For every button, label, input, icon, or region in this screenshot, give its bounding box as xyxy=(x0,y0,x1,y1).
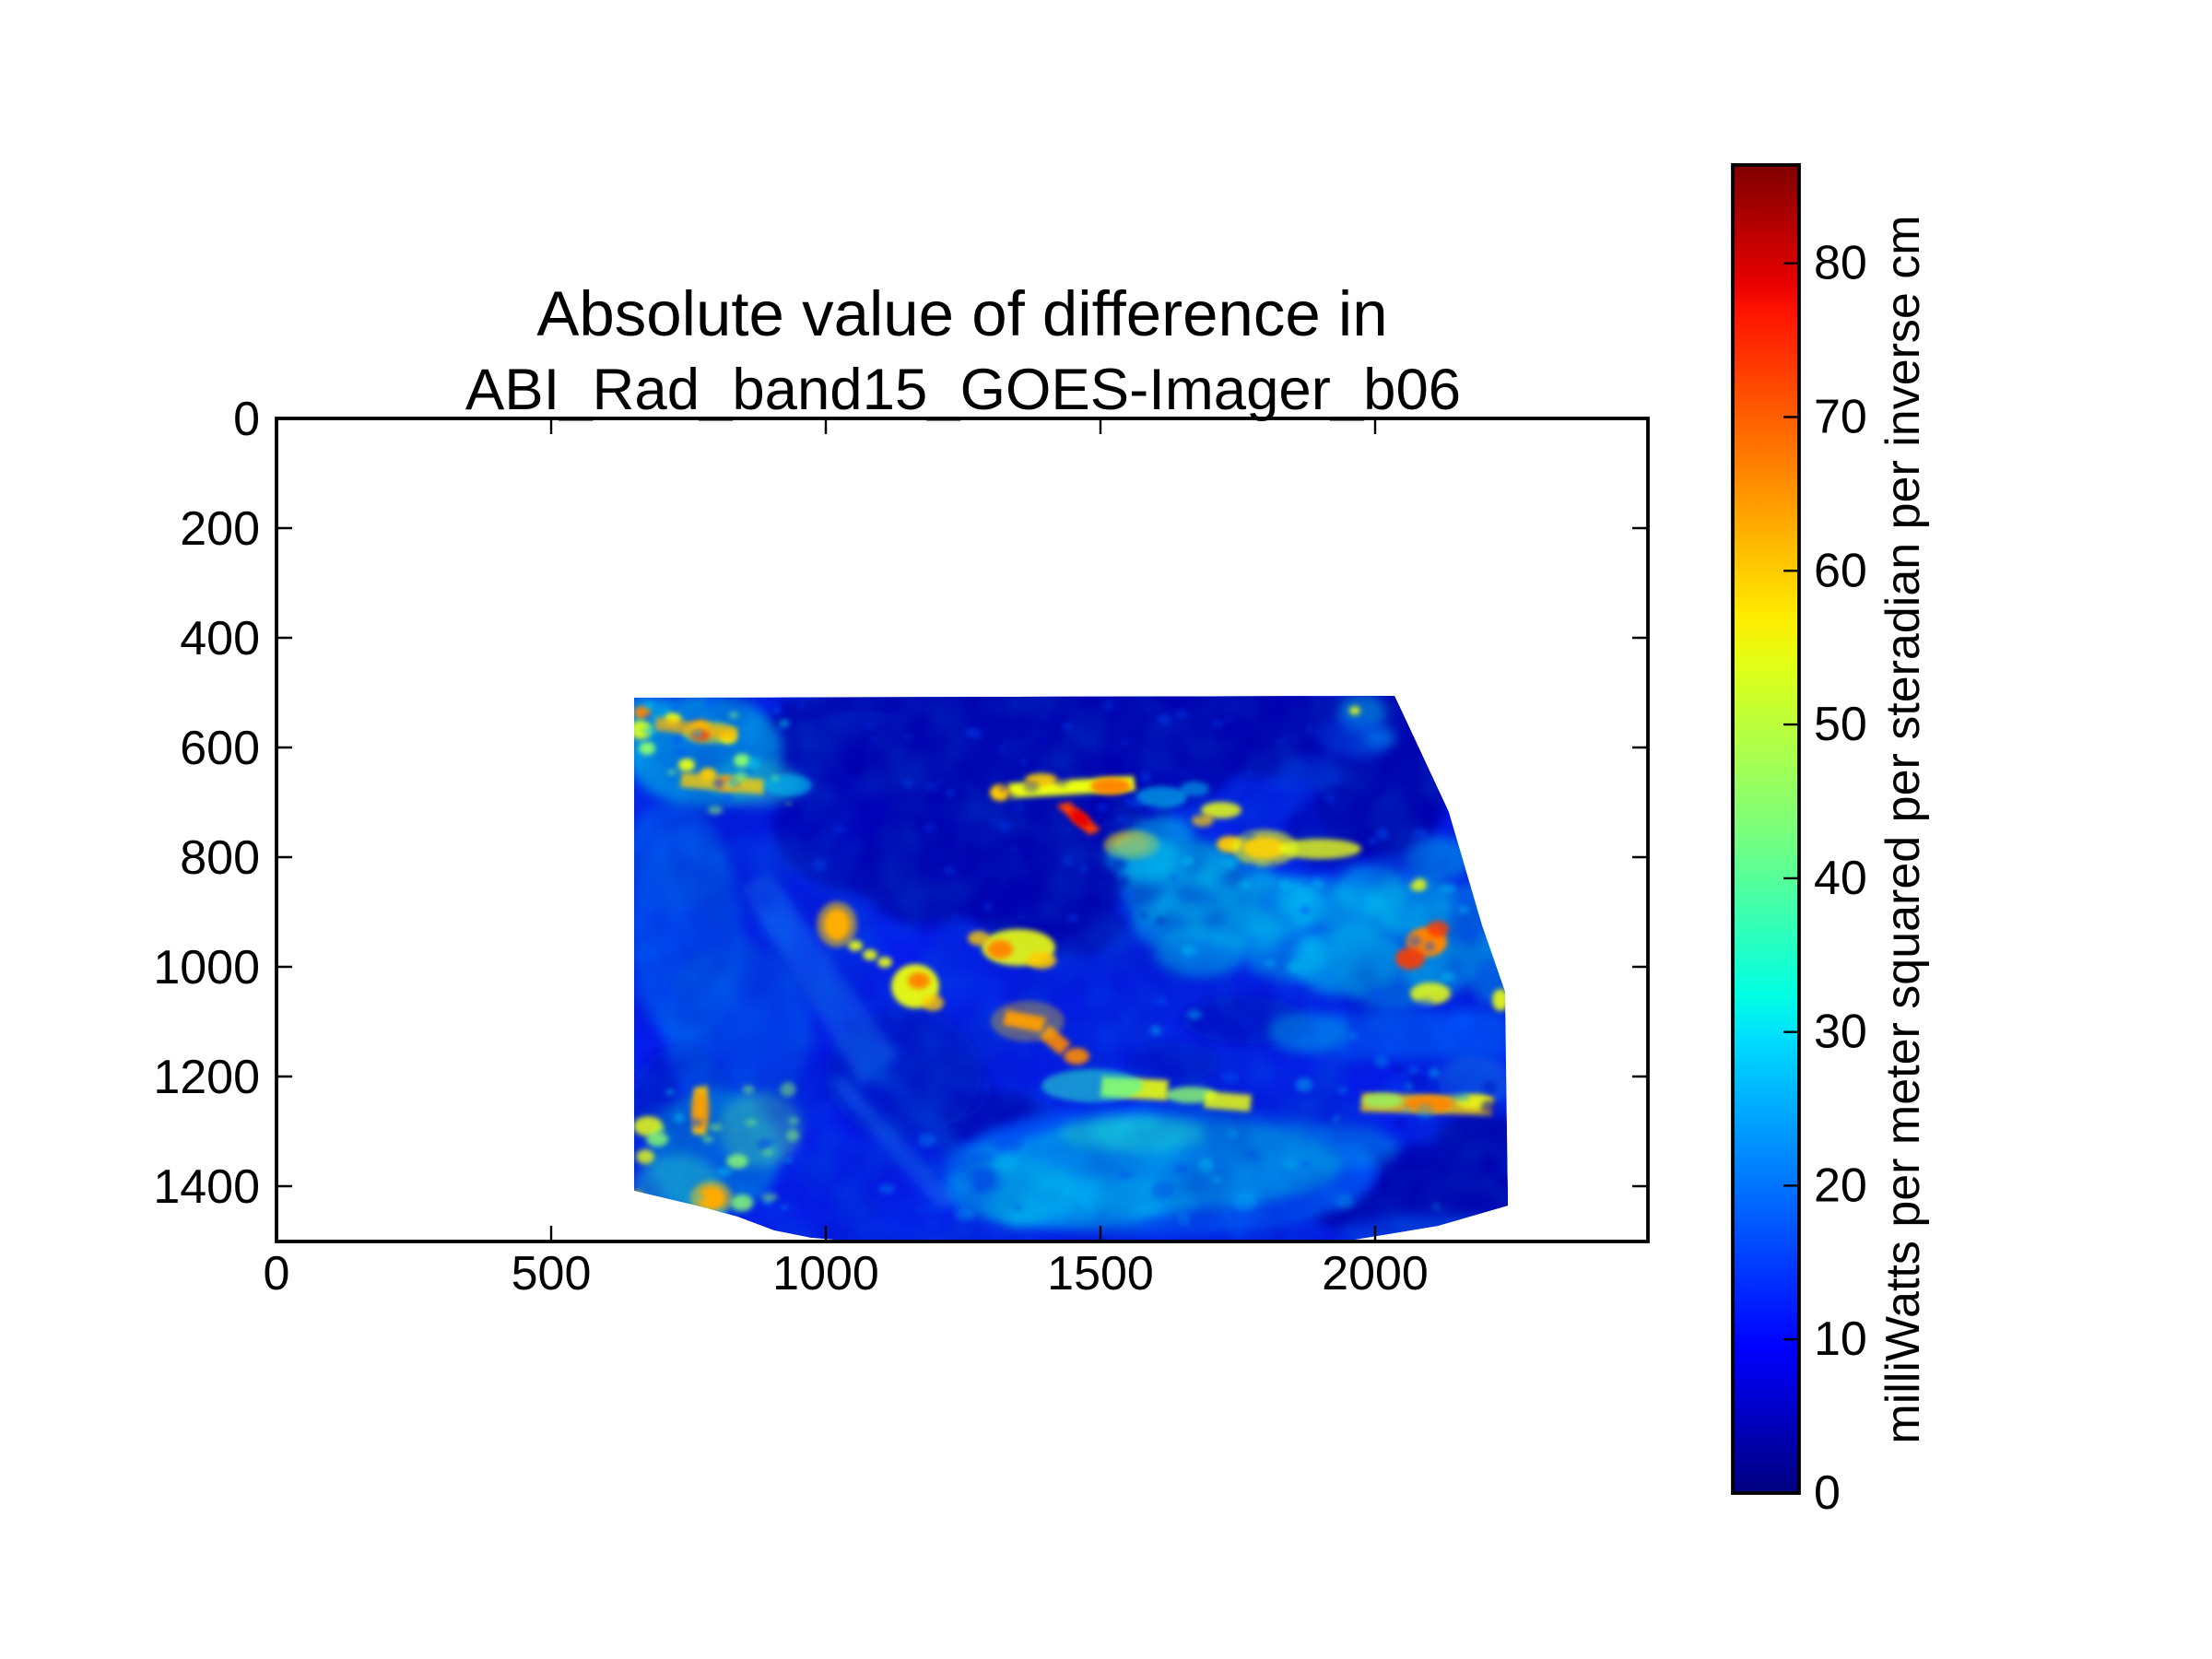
svg-text:40: 40 xyxy=(1814,852,1867,905)
svg-text:400: 400 xyxy=(180,612,260,665)
svg-text:1000: 1000 xyxy=(153,941,260,994)
svg-text:80: 80 xyxy=(1814,237,1867,290)
svg-text:Absolute value of difference i: Absolute value of difference in xyxy=(536,278,1387,349)
svg-text:600: 600 xyxy=(180,722,260,775)
svg-text:2000: 2000 xyxy=(1322,1247,1429,1300)
svg-text:30: 30 xyxy=(1814,1006,1867,1059)
svg-text:0: 0 xyxy=(233,393,260,446)
svg-text:20: 20 xyxy=(1814,1159,1867,1212)
svg-text:ABI_Rad_band15_GOES-Imager_b06: ABI_Rad_band15_GOES-Imager_b06 xyxy=(465,358,1461,422)
svg-text:50: 50 xyxy=(1814,698,1867,751)
svg-text:800: 800 xyxy=(180,831,260,885)
svg-text:200: 200 xyxy=(180,502,260,556)
svg-text:1000: 1000 xyxy=(772,1247,879,1300)
svg-text:70: 70 xyxy=(1814,391,1867,444)
svg-text:0: 0 xyxy=(1814,1466,1841,1520)
svg-text:60: 60 xyxy=(1814,544,1867,597)
svg-text:0: 0 xyxy=(264,1247,290,1300)
svg-text:1400: 1400 xyxy=(153,1160,260,1214)
svg-text:1500: 1500 xyxy=(1047,1247,1154,1300)
svg-text:500: 500 xyxy=(512,1247,592,1300)
svg-text:1200: 1200 xyxy=(153,1051,260,1104)
svg-text:10: 10 xyxy=(1814,1312,1867,1366)
svg-text:milliWatts per meter squared p: milliWatts per meter squared per steradi… xyxy=(1877,215,1930,1443)
